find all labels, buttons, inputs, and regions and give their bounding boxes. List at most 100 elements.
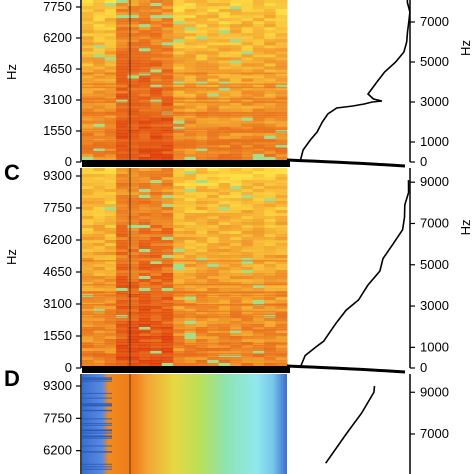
panel-b-heat-cell xyxy=(264,6,277,10)
panel-b-heat-cell xyxy=(195,33,208,37)
panel-c-heat-cell xyxy=(241,186,254,190)
panel-b-heat-cell xyxy=(116,126,129,131)
panel-c-heat-cell xyxy=(116,219,129,223)
panel-c-heat-cell xyxy=(184,276,197,280)
panel-c-heat-cell xyxy=(184,198,197,202)
panel-c-heat-cell xyxy=(230,189,242,193)
panel-b-heat-cell xyxy=(275,12,288,16)
panel-b-heat-cell xyxy=(241,144,254,149)
panel-c-heat-cell xyxy=(161,183,174,187)
panel-c-heat-cell xyxy=(127,288,140,292)
panel-b-heat-cell xyxy=(230,72,242,76)
panel-b-heat-cell xyxy=(218,132,231,137)
panel-c-heat-cell xyxy=(173,237,185,241)
panel-c-heat-cell xyxy=(207,306,220,310)
panel-c-heat-cell xyxy=(116,207,129,211)
panel-b-heat-cell xyxy=(230,57,242,61)
panel-b-heat-cell xyxy=(252,81,265,86)
panel-c-heat-cell xyxy=(184,216,197,220)
panel-c-heat-cell xyxy=(150,201,163,205)
panel-c-heat-cell xyxy=(161,273,174,277)
panel-b-heat-cell xyxy=(252,72,265,76)
panel-c-heat-cell xyxy=(93,210,106,214)
panel-b-heat-cell xyxy=(150,147,163,152)
panel-b-heat-cell xyxy=(207,63,220,67)
panel-c-heat-cell xyxy=(252,201,265,205)
panel-b-heat-cell xyxy=(195,60,208,64)
panel-b-profile-tick-label: 5000 xyxy=(420,54,449,69)
panel-b-heat-cell xyxy=(116,93,129,98)
panel-c-heat-cell xyxy=(127,261,140,265)
panel-c-heat-cell xyxy=(184,249,197,253)
panel-b-heat-cell xyxy=(264,33,277,37)
panel-c-heat-cell xyxy=(93,183,106,187)
panel-b-heat-cell xyxy=(241,153,254,158)
panel-c-heat-cell xyxy=(241,231,254,235)
panel-b-heat-cell xyxy=(93,144,106,149)
panel-b-heat-cell xyxy=(264,51,277,55)
panel-c-heat-cell xyxy=(195,171,208,175)
panel-c-heat-cell xyxy=(184,288,197,292)
panel-b-heat-cell xyxy=(207,21,220,25)
panel-b-heat-cell xyxy=(104,57,117,61)
panel-b-heat-cell xyxy=(93,87,106,92)
panel-b-heat-cell xyxy=(93,57,106,61)
panel-c-heat-cell xyxy=(252,237,265,241)
panel-b-heat-cell xyxy=(207,48,220,52)
panel-b-heat-cell xyxy=(116,72,129,76)
panel-c-heat-cell xyxy=(275,306,288,310)
panel-c-heat-cell xyxy=(104,276,117,280)
panel-b-heat-cell xyxy=(218,102,231,107)
panel-d-band xyxy=(82,404,112,406)
panel-c-heat-cell xyxy=(93,174,106,178)
panel-b-heat-cell xyxy=(264,69,277,73)
panel-b-heat-cell xyxy=(218,81,231,86)
panel-b-band xyxy=(82,112,287,115)
panel-c-heat-cell xyxy=(173,363,185,367)
panel-c-profile-tick-label: 7000 xyxy=(420,215,449,230)
panel-b-heat-cell xyxy=(207,3,220,7)
panel-c-heat-cell xyxy=(127,240,140,244)
panel-c-heat-cell xyxy=(116,345,129,349)
panel-b-heat-cell xyxy=(173,6,185,10)
panel-b-heat-cell xyxy=(252,63,265,67)
panel-b-heat-cell xyxy=(252,75,265,79)
panel-c-heat-cell xyxy=(275,267,288,271)
panel-b-heat-cell xyxy=(264,36,277,40)
panel-b-heat-cell xyxy=(218,27,231,31)
panel-c-heat-cell xyxy=(275,327,288,331)
panel-b-heat-cell xyxy=(104,48,117,52)
panel-b-heat-cell xyxy=(173,87,185,92)
panel-b-band xyxy=(82,141,287,144)
panel-c-heat-cell xyxy=(275,174,288,178)
panel-b-heat-cell xyxy=(161,54,174,58)
panel-b-heat-cell xyxy=(161,9,174,13)
panel-c-heat-cell xyxy=(241,225,254,229)
panel-b-heat-cell xyxy=(275,120,288,125)
panel-c-heat-cell xyxy=(275,336,288,340)
panel-b-heat-cell xyxy=(241,120,254,125)
panel-b-heat-cell xyxy=(264,117,277,122)
panel-c-heat-cell xyxy=(264,333,277,337)
panel-c-heat-cell xyxy=(116,363,129,367)
panel-b-heat-cell xyxy=(82,81,94,86)
panel-b-heat-cell xyxy=(207,54,220,58)
panel-b-heat-cell xyxy=(93,117,106,122)
panel-c-heat-cell xyxy=(230,195,242,199)
panel-c-heat-cell xyxy=(150,270,163,274)
panel-b-heat-cell xyxy=(207,135,220,140)
panel-b-heat-cell xyxy=(264,90,277,95)
panel-c-band xyxy=(82,292,287,294)
panel-c-heat-cell xyxy=(275,252,288,256)
panel-c-heat-cell xyxy=(195,276,208,280)
panel-b-heat-cell xyxy=(93,120,106,125)
panel-c-heat-cell xyxy=(138,363,151,367)
panel-c-heat-cell xyxy=(173,360,185,364)
panel-b-heat-cell xyxy=(161,72,174,76)
panel-c-heat-cell xyxy=(218,216,231,220)
panel-c-heat-cell xyxy=(161,345,174,349)
panel-b-heat-cell xyxy=(104,72,117,76)
panel-c-heat-cell xyxy=(161,321,174,325)
panel-c-heat-cell xyxy=(161,171,174,175)
panel-c-heat-cell xyxy=(150,183,163,187)
